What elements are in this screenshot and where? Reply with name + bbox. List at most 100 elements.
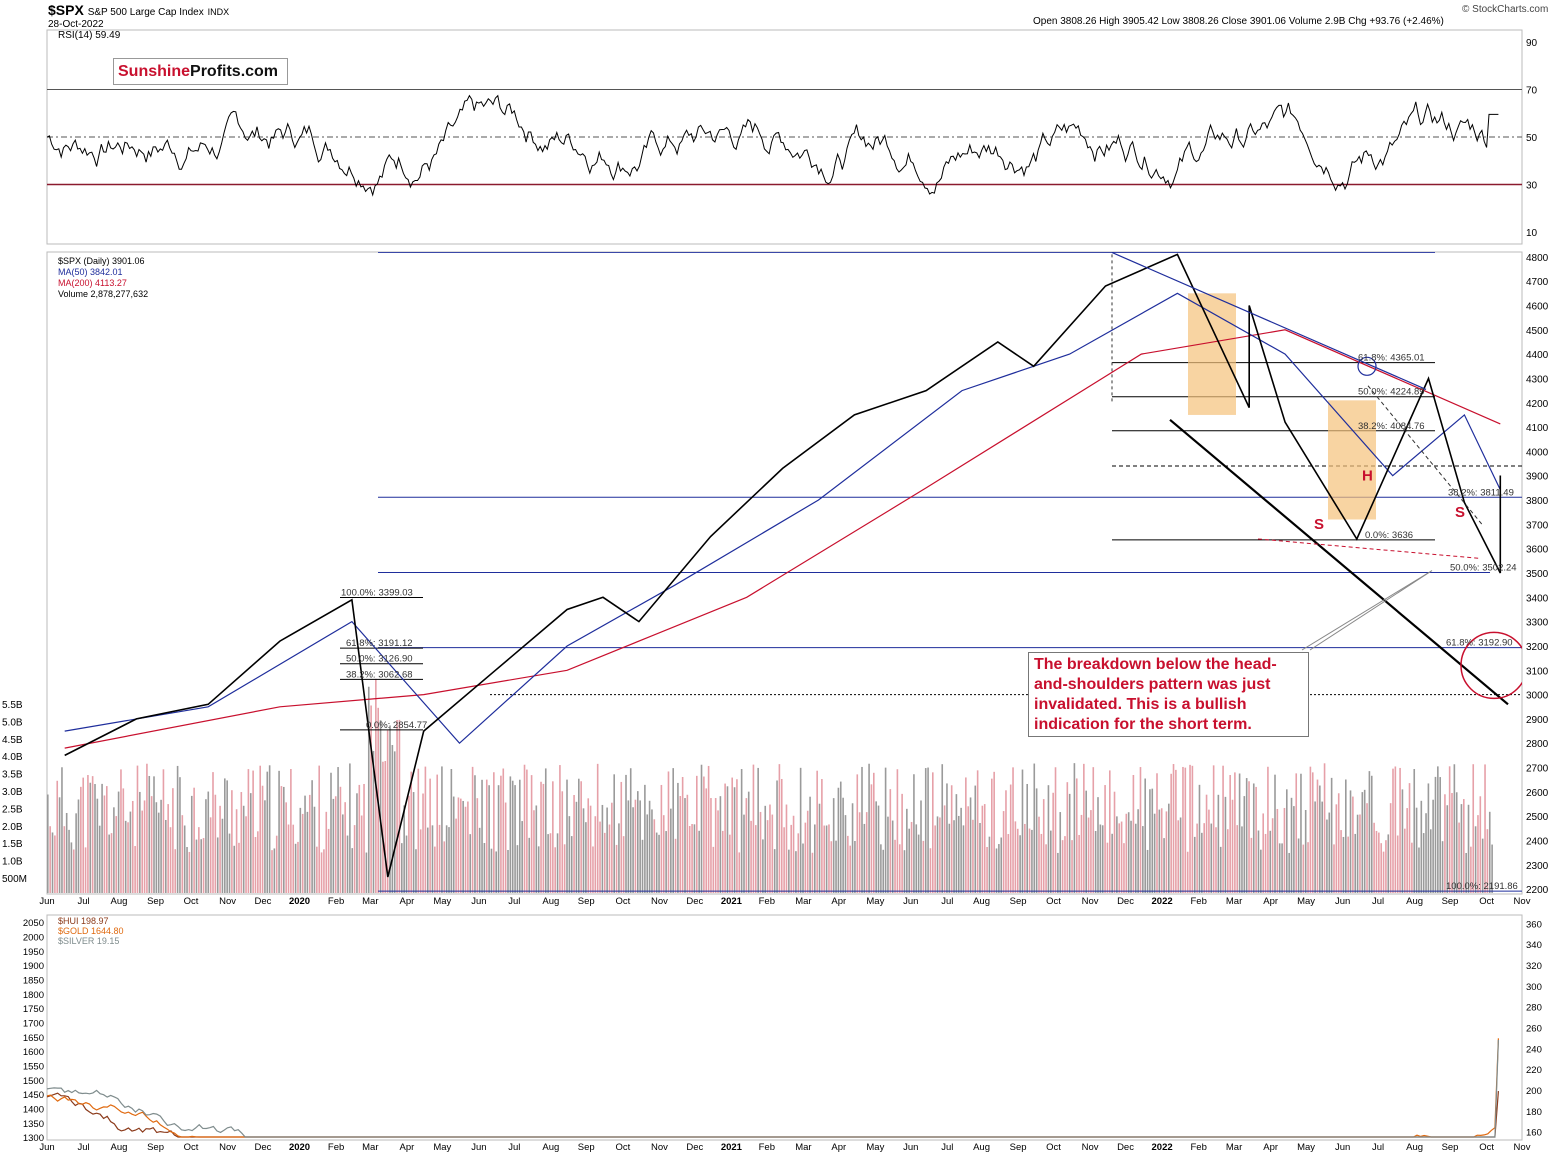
volume-bar (1267, 766, 1269, 893)
volume-bar (396, 720, 398, 893)
volume-bar (717, 810, 719, 893)
volume-bar (632, 807, 634, 893)
volume-bar (1437, 766, 1439, 893)
volume-bar (1307, 842, 1309, 893)
metals-left-tick: 1750 (23, 1004, 44, 1015)
volume-bar (415, 849, 417, 893)
volume-bar (403, 805, 405, 893)
level-label: 50.0%: 3126.90 (346, 654, 413, 665)
volume-bar (1491, 844, 1493, 893)
volume-bar (1229, 774, 1231, 893)
volume-bar (47, 794, 49, 893)
volume-bar (469, 834, 472, 893)
volume-bar (297, 841, 299, 893)
volume-bar (795, 851, 797, 893)
volume-bar (1024, 823, 1026, 893)
volume-bar (552, 781, 554, 893)
volume-bar (1052, 792, 1054, 893)
volume-bar (1184, 767, 1187, 893)
volume-bar (1413, 769, 1416, 893)
volume-bar (320, 852, 323, 893)
volume-bar (254, 836, 257, 893)
volume-bar (806, 810, 809, 893)
volume-bar (627, 800, 630, 893)
volume-bar (504, 802, 507, 893)
volume-bar (127, 822, 129, 893)
volume-bar (983, 804, 986, 893)
volume-bar (1333, 844, 1335, 893)
volume-bar (932, 772, 934, 893)
volume-bar (162, 769, 165, 893)
volume-bar (1054, 767, 1057, 893)
volume-bar (696, 775, 698, 893)
x-tick-label: Apr (831, 896, 846, 907)
volume-bar (1274, 774, 1276, 893)
volume-bar (953, 820, 955, 893)
volume-bar (84, 847, 87, 893)
volume-bar (318, 765, 320, 893)
volume-bar (703, 776, 705, 893)
volume-bar (875, 801, 877, 893)
volume-bar (1186, 851, 1189, 893)
volume-bar (707, 765, 710, 893)
metals-right-tick: 360 (1526, 919, 1542, 930)
volume-bar (436, 774, 438, 893)
volume-bar (202, 838, 205, 893)
volume-bar (1288, 852, 1290, 893)
volume-bar (1215, 827, 1217, 893)
volume-bar (1399, 767, 1401, 893)
volume-bar (946, 783, 948, 893)
volume-bar (483, 843, 486, 893)
volume-bar (1172, 764, 1175, 893)
volume-bar (188, 851, 191, 893)
volume-bar (316, 846, 318, 893)
level-label: 0.0%: 3636 (1365, 530, 1413, 541)
volume-bar (797, 833, 800, 893)
volume-bar (1328, 812, 1331, 893)
volume-bar (325, 811, 328, 893)
volume-bar (1304, 810, 1307, 893)
volume-bar (1047, 785, 1050, 893)
volume-bar (637, 791, 639, 893)
volume-bar (537, 846, 540, 893)
volume-bar (788, 849, 790, 893)
rsi-line (47, 94, 1499, 197)
volume-bar (401, 843, 403, 893)
volume-tick: 1.5B (2, 839, 23, 850)
volume-bar (80, 786, 82, 893)
volume-bar (1101, 825, 1104, 893)
metals-left-tick: 1600 (23, 1047, 44, 1058)
volume-bar (1451, 793, 1453, 893)
volume-bar (991, 778, 993, 893)
volume-bar (353, 825, 356, 893)
x-tick-label: Jul (508, 1142, 520, 1153)
metals-left-tick: 1800 (23, 990, 44, 1001)
price-tick: 4500 (1526, 326, 1549, 337)
volume-bar (693, 824, 696, 893)
volume-bar (1073, 763, 1076, 893)
volume-bar (714, 798, 717, 893)
volume-bar (599, 821, 601, 893)
volume-bar (528, 837, 531, 893)
volume-bar (195, 839, 198, 893)
volume-bar (856, 774, 859, 893)
volume-bar (386, 730, 389, 893)
volume-bar (740, 769, 743, 893)
volume-bar (1066, 782, 1069, 893)
price-tick: 3900 (1526, 472, 1549, 483)
pattern-label-head: H (1362, 468, 1373, 485)
volume-bar (844, 815, 847, 893)
volume-bar (327, 828, 330, 893)
volume-bar (106, 786, 108, 893)
volume-tick: 3.0B (2, 787, 23, 798)
volume-tick: 5.5B (2, 700, 23, 711)
volume-bar (148, 775, 151, 893)
rsi-tick: 30 (1526, 181, 1538, 192)
volume-bar (393, 751, 396, 893)
volume-bar (1434, 776, 1437, 893)
volume-bar (1342, 836, 1345, 893)
x-tick-label: Jul (1372, 896, 1384, 907)
volume-bar (438, 824, 441, 893)
volume-bar (660, 784, 663, 893)
volume-bar (509, 776, 512, 893)
